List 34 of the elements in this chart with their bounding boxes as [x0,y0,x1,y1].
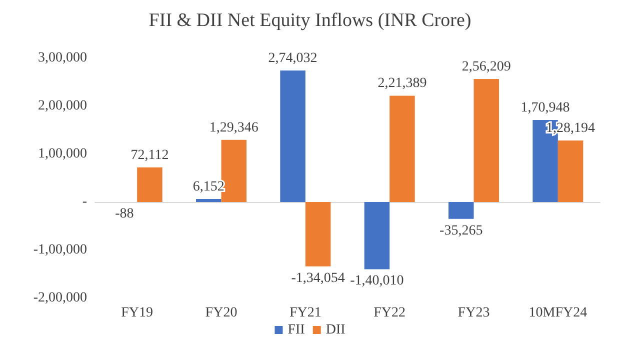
bar [137,167,162,202]
data-label: 2,74,032 [268,50,318,66]
data-label: -88 [115,206,134,222]
bar [196,199,222,202]
x-tick-label: 10MFY24 [528,306,588,320]
y-tick-label: 2,00,000 [38,98,87,114]
data-label: -1,34,054 [291,270,345,286]
legend-label: FII [288,322,306,338]
x-tick-label: FY19 [121,306,154,320]
x-tick-label: FY23 [458,306,490,320]
legend-label: DII [326,322,346,338]
data-label: 1,29,346 [209,120,258,136]
data-label: 2,21,389 [378,76,427,92]
bar [280,70,306,202]
y-tick-label: 1,00,000 [38,146,87,162]
y-tick-label: -1,00,000 [33,242,87,258]
data-label: -1,40,010 [350,274,404,289]
bar [364,202,390,270]
y-tick-label: - [82,194,88,210]
chart-title: FII & DII Net Equity Inflows (INR Crore) [148,10,472,31]
bar [474,79,499,202]
data-label: -35,265 [440,223,483,238]
y-tick-label: 3,00,000 [38,50,87,66]
bar [558,140,584,202]
data-label: 72,112 [130,148,169,163]
bar [305,202,331,266]
x-tick-label: FY21 [289,306,322,320]
x-tick-label: FY20 [205,306,238,320]
data-label: 2,56,209 [462,60,511,75]
bar [448,202,474,219]
y-tick-label: -2,00,000 [33,290,87,306]
bar [390,96,415,202]
x-tick-label: FY22 [374,306,406,320]
data-label: 1,70,948 [520,100,570,116]
